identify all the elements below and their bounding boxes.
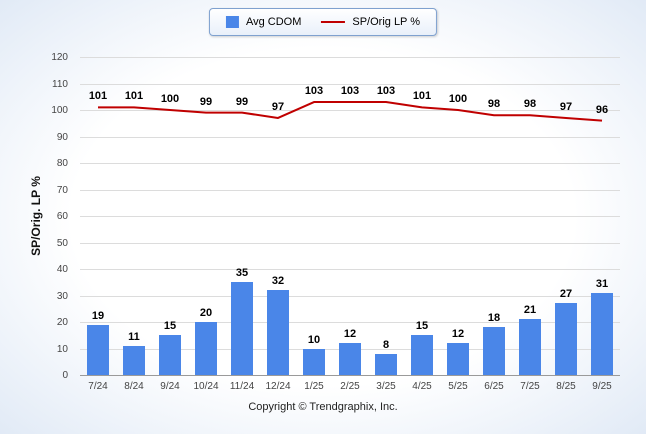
- legend-item-avg-cdom: Avg CDOM: [225, 16, 302, 28]
- y-tick-label: 60: [56, 211, 68, 222]
- bar-value-label: 11: [128, 330, 140, 343]
- y-tick-label: 50: [56, 237, 68, 249]
- bar-value-label: 12: [343, 328, 357, 341]
- plot-area: 19 11 15 20 35 32 10 12 8 15 12 18 21 27 31 101 101 100 9…: [80, 57, 620, 376]
- x-tick-label: 2/25: [340, 381, 360, 392]
- legend: Avg CDOM SP/Orig LP %: [208, 8, 438, 36]
- bar-value-label: 31: [595, 277, 609, 290]
- bar-value-label: 20: [199, 307, 213, 319]
- bar: [375, 353, 397, 375]
- y-tick-label: 80: [56, 158, 68, 169]
- y-tick-label: 40: [56, 264, 68, 275]
- gridline: [80, 216, 620, 217]
- bar: [447, 343, 469, 375]
- x-tick-label: 8/25: [556, 381, 576, 392]
- legend-item-sp-orig-lp: SP/Orig LP %: [321, 16, 420, 28]
- y-tick-label: 70: [56, 184, 68, 196]
- gridline: [80, 83, 620, 85]
- bar: [195, 322, 217, 375]
- bar-value-label: 15: [163, 320, 177, 333]
- gridline: [80, 295, 620, 297]
- bar-value-label: 12: [451, 328, 465, 341]
- x-tick-label: 6/25: [484, 381, 504, 392]
- bar: [519, 319, 541, 375]
- y-tick-label: 10: [56, 343, 68, 355]
- x-tick-label: 9/24: [160, 381, 180, 392]
- y-tick-label: 30: [56, 290, 68, 302]
- x-tick-label: 8/24: [124, 381, 144, 392]
- bar: [159, 335, 181, 375]
- x-tick-label: 7/25: [520, 381, 540, 392]
- gridline: [80, 136, 620, 138]
- bar: [483, 327, 505, 375]
- y-tick-label: 120: [51, 52, 68, 63]
- y-tick-label: 0: [62, 370, 68, 381]
- y-tick-label: 110: [52, 78, 68, 90]
- gridline: [80, 110, 620, 111]
- bar-value-label: 18: [487, 312, 501, 325]
- bar: [231, 282, 253, 375]
- bar: [591, 292, 613, 375]
- legend-label-sp-orig-lp: SP/Orig LP %: [352, 16, 421, 28]
- gridline: [80, 269, 620, 270]
- bar: [411, 335, 433, 375]
- bar-value-label: 27: [559, 288, 573, 301]
- bar-value-label: 10: [307, 333, 321, 346]
- bar: [267, 290, 289, 375]
- bar-value-label: 35: [235, 267, 249, 280]
- bar-value-label: 15: [415, 320, 429, 333]
- bar-value-label: 8: [382, 338, 390, 351]
- bar-value-label: 21: [523, 304, 537, 317]
- y-tick-label: 20: [56, 317, 68, 328]
- bar: [87, 324, 109, 375]
- y-axis-ticks: 0 10 20 30 40 50 60 70 80 90 100 110 120: [38, 52, 74, 381]
- line-swatch-icon: [321, 21, 346, 23]
- y-tick-label: 100: [51, 105, 68, 116]
- x-tick-label: 3/25: [376, 381, 396, 392]
- x-tick-label: 12/24: [265, 381, 291, 392]
- bar: [555, 303, 577, 375]
- gridline: [80, 57, 620, 58]
- x-tick-label: 7/24: [88, 381, 108, 392]
- gridline: [80, 189, 620, 191]
- line-series: [98, 101, 603, 122]
- x-tick-label: 10/24: [193, 381, 219, 392]
- gridline: [80, 242, 620, 244]
- bar: [339, 343, 361, 375]
- copyright: Copyright © Trendgraphix, Inc.: [248, 401, 398, 413]
- bar-value-label: 19: [91, 309, 105, 322]
- gridline: [80, 322, 620, 323]
- bar: [303, 348, 325, 375]
- gridline: [80, 163, 620, 164]
- legend-label-avg-cdom: Avg CDOM: [245, 16, 302, 28]
- x-tick-label: 1/25: [304, 381, 324, 392]
- bar: [123, 345, 145, 375]
- y-tick-label: 90: [56, 131, 68, 143]
- x-tick-label: 5/25: [448, 381, 468, 392]
- bar-value-label: 32: [271, 275, 285, 288]
- x-axis-ticks: 7/24 8/24 9/24 10/24 11/24 12/24 1/25 2/25 3/25 4…: [80, 381, 620, 395]
- x-tick-label: 4/25: [412, 381, 432, 392]
- x-tick-label: 9/25: [592, 381, 612, 392]
- x-tick-label: 11/24: [229, 381, 255, 392]
- bar-swatch-icon: [225, 16, 239, 28]
